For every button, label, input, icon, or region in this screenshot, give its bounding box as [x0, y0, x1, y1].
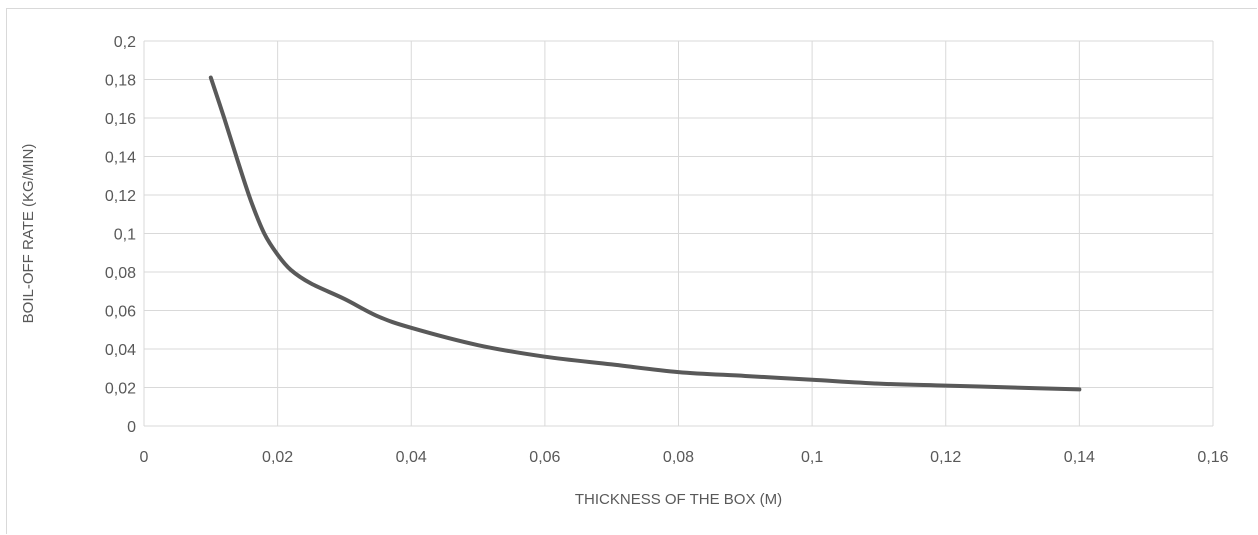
y-tick-label: 0,16 [105, 111, 136, 128]
x-axis-title: THICKNESS OF THE BOX (M) [575, 491, 782, 508]
x-tick-label: 0 [140, 449, 149, 466]
x-tick-label: 0,14 [1064, 449, 1095, 466]
y-tick-label: 0,02 [105, 381, 136, 398]
y-tick-label: 0,12 [105, 188, 136, 205]
y-tick-label: 0,2 [114, 34, 136, 51]
x-tick-label: 0,16 [1197, 449, 1228, 466]
y-axis-title: BOIL-OFF RATE (KG/MIN) [20, 144, 37, 324]
y-tick-label: 0,04 [105, 342, 136, 359]
chart: 00,020,040,060,080,10,120,140,160,180,2 … [20, 34, 1229, 508]
y-tick-label: 0,14 [105, 150, 136, 167]
y-tick-label: 0,08 [105, 265, 136, 282]
x-tick-label: 0,04 [396, 449, 427, 466]
series-layer [208, 75, 1082, 392]
x-tick-label: 0,1 [801, 449, 823, 466]
x-axis-ticks: 0 0,02 0,04 0,06 0,08 0,1 0,12 0,14 0,16 [140, 449, 1229, 466]
chart-frame: 0 0,02 0,04 0,06 0,08 0,1 0,12 0,14 0,16 0,18 0,2 … [6, 8, 1257, 534]
y-tick-label: 0 [127, 419, 136, 436]
x-tick-label: 0,06 [529, 449, 560, 466]
grid [143, 40, 1214, 427]
y-tick-label: 0,1 [114, 227, 136, 244]
x-tick-label: 0,02 [262, 449, 293, 466]
x-tick-label: 0,12 [930, 449, 961, 466]
y-tick-label: 0,06 [105, 304, 136, 321]
y-tick-label: 0,18 [105, 73, 136, 90]
x-tick-label: 0,08 [663, 449, 694, 466]
series-line [208, 75, 1082, 392]
y-axis-ticks: 0 0,02 0,04 0,06 0,08 0,1 0,12 0,14 0,16 0,18 0,2 [105, 34, 136, 436]
